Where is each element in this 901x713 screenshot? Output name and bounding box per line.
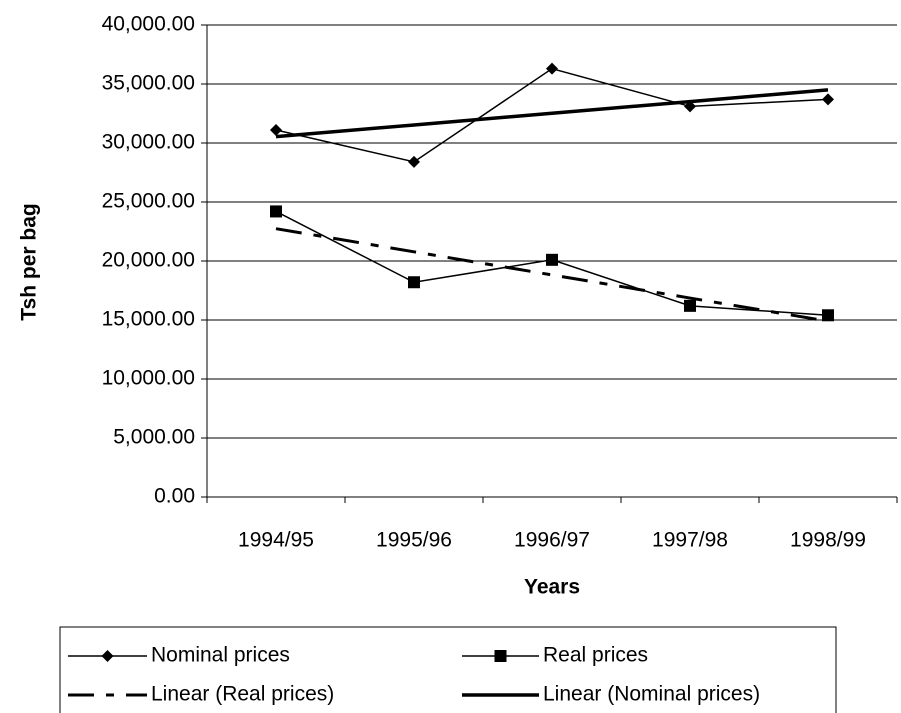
x-axis-title: Years [524,576,580,599]
series-line [275,67,829,163]
x-tick-label: 1995/96 [376,529,452,552]
marker [546,62,558,75]
y-tick-label: 30,000.00 [102,131,195,154]
legend-marker [101,650,114,662]
legend-marker [494,650,507,662]
marker [546,253,558,266]
marker [270,205,282,218]
y-tick-label: 40,000.00 [102,13,195,36]
y-tick-label: 25,000.00 [102,190,195,213]
marker [822,93,834,106]
legend-label: Linear (Real prices) [151,683,334,706]
legend-box [59,626,837,713]
y-tick-label: 15,000.00 [102,308,195,331]
y-tick-label: 0.00 [154,485,195,508]
legend-label: Real prices [543,644,648,667]
y-tick-label: 10,000.00 [102,367,195,390]
series-line [275,227,829,323]
x-tick-label: 1994/95 [238,529,314,552]
x-tick-label: 1997/98 [652,529,728,552]
marker [270,124,282,137]
legend-label: Nominal prices [151,644,290,667]
marker [408,276,420,289]
marker [408,155,420,168]
x-tick-label: 1996/97 [514,529,590,552]
x-tick-label: 1998/99 [790,529,866,552]
marker [684,299,696,312]
y-axis-title: Tsh per bag [18,203,41,320]
legend-label: Linear (Nominal prices) [543,683,760,706]
marker [822,309,834,322]
series-line [275,88,829,139]
y-tick-label: 35,000.00 [102,72,195,95]
y-tick-label: 20,000.00 [102,249,195,272]
y-tick-label: 5,000.00 [113,426,195,449]
marker [684,100,696,113]
